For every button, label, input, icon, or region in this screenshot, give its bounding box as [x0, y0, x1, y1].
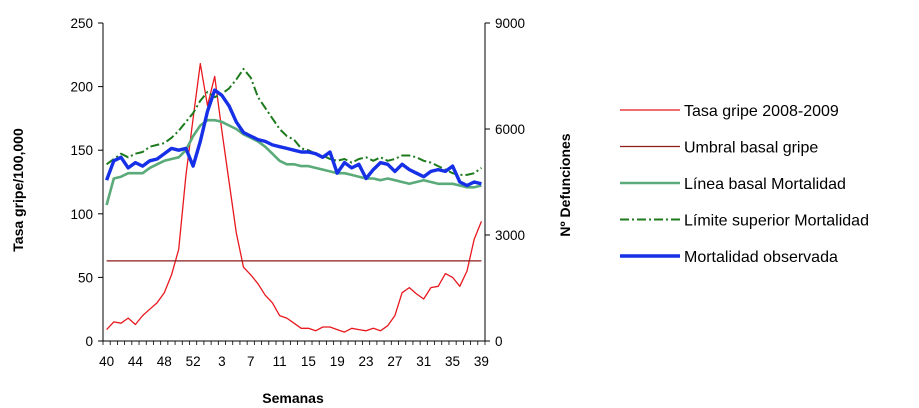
legend-label: Mortalidad observada	[684, 249, 838, 266]
axes	[102, 23, 486, 342]
y-tick-label: 150	[70, 143, 93, 158]
series-line	[106, 63, 483, 333]
x-tick-label: 39	[474, 354, 489, 369]
y-axis-title: Tasa gripe/100,000	[10, 128, 26, 252]
series-line	[106, 67, 482, 176]
x-axis-title: Semanas	[262, 390, 324, 406]
plot-lines	[105, 63, 483, 333]
x-tick-label: 3	[218, 354, 226, 369]
y-tick-label: 100	[70, 207, 93, 222]
legend-label: Línea basal Mortalidad	[684, 176, 846, 193]
x-tick-label: 19	[330, 354, 345, 369]
x-tick-label: 52	[186, 354, 201, 369]
series-line	[105, 118, 482, 206]
y2-tick-label: 6000	[495, 122, 525, 137]
y-tick-label: 200	[70, 80, 93, 95]
x-tick-label: 31	[416, 354, 431, 369]
y2-tick-label: 3000	[495, 228, 525, 243]
y2-tick-label: 9000	[495, 16, 525, 31]
y2-axis-title: Nº Defunciones	[557, 133, 573, 236]
y-tick-label: 0	[85, 334, 93, 349]
ticks: 0 50 100 150 200 250 0 3000 6000 9000 40 44 48 52 3 7 11…	[70, 16, 525, 369]
y-tick-label: 50	[78, 270, 93, 285]
x-tick-label: 35	[445, 354, 460, 369]
y-tick-label: 250	[70, 16, 93, 31]
x-tick-label: 48	[157, 354, 172, 369]
y2-tick-label: 0	[495, 334, 503, 349]
x-tick-label: 11	[273, 354, 287, 369]
x-tick-label: 44	[128, 354, 144, 369]
x-tick-label: 7	[247, 354, 255, 369]
legend-label: Umbral basal gripe	[684, 140, 818, 157]
legend: Tasa gripe 2008-2009 Umbral basal gripe Lí…	[620, 103, 869, 266]
x-tick-label: 27	[387, 354, 402, 369]
legend-label: Tasa gripe 2008-2009	[684, 103, 839, 120]
legend-label: Límite superior Mortalidad	[684, 213, 869, 230]
x-tick-label: 23	[359, 354, 374, 369]
series-line	[105, 88, 482, 188]
x-tick-label: 40	[99, 354, 114, 369]
x-tick-label: 15	[301, 354, 316, 369]
